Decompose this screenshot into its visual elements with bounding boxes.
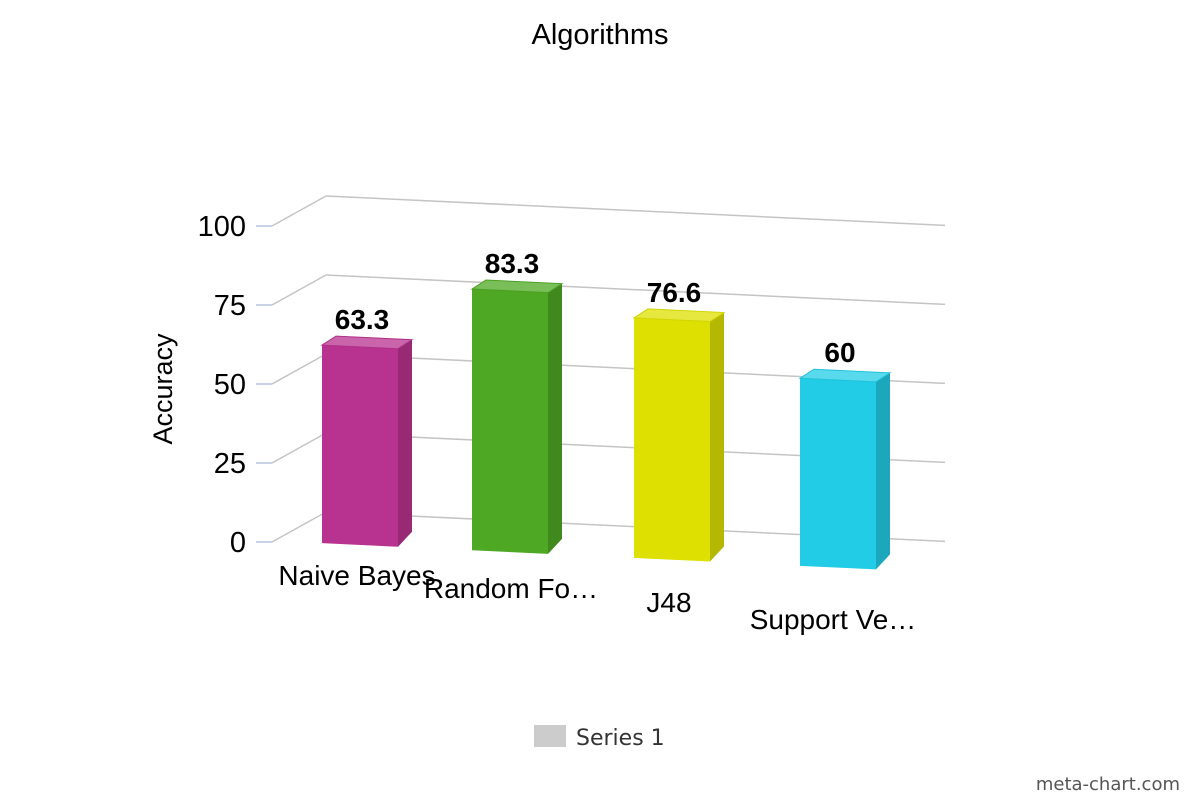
gridline-diagonal — [271, 353, 327, 385]
bar-side — [398, 339, 412, 547]
bar-top — [800, 369, 890, 382]
bar-top — [634, 308, 724, 322]
grid-layer — [256, 195, 946, 543]
chart-title: Algorithms — [532, 19, 669, 51]
y-tick-label: 75 — [214, 290, 246, 322]
legend[interactable]: Series 1 — [534, 725, 665, 751]
legend-swatch — [534, 725, 566, 747]
bar-side — [710, 312, 724, 562]
bar[interactable] — [320, 335, 414, 547]
bar[interactable] — [798, 368, 892, 570]
bar-top-edge — [470, 279, 564, 294]
x-category-label: Support Ve… — [750, 604, 917, 635]
y-tick-label: 0 — [230, 527, 246, 559]
bar-side — [548, 283, 562, 554]
data-label: 63.3 — [335, 304, 390, 335]
gridline — [325, 195, 946, 227]
gridline-diagonal — [271, 432, 327, 464]
bar-front — [800, 378, 876, 570]
bars-layer — [320, 279, 892, 570]
bar-front — [472, 289, 548, 554]
data-label: 83.3 — [485, 248, 540, 279]
y-axis-label: Accuracy — [148, 333, 178, 445]
bar-top — [322, 336, 412, 349]
gridline-diagonal — [271, 195, 327, 227]
bar-front — [634, 317, 710, 562]
bar-top-edge — [798, 368, 892, 383]
y-tick-label: 50 — [214, 369, 246, 401]
bar[interactable] — [632, 308, 726, 562]
data-label: 60 — [824, 337, 855, 368]
x-category-label: Naive Bayes — [278, 560, 435, 591]
x-category-label: Random Fo… — [424, 573, 598, 604]
bar[interactable] — [470, 279, 564, 554]
x-category-label: J48 — [646, 587, 691, 618]
y-tick-label: 100 — [198, 211, 246, 243]
bar-top-edge — [320, 335, 414, 350]
data-label: 76.6 — [647, 277, 702, 308]
y-tick-label: 25 — [214, 448, 246, 480]
bar-top-edge — [632, 308, 726, 323]
bar-front — [322, 345, 398, 547]
labels-layer: 0 25 50 75 100 63.3 83.3 76.6 60 Naive BayesRando… — [198, 211, 917, 635]
gridline-diagonal — [271, 511, 327, 543]
gridline-diagonal — [271, 274, 327, 306]
bar-top — [472, 280, 562, 293]
gridline — [325, 274, 946, 306]
bar-side — [876, 372, 890, 570]
legend-series-label: Series 1 — [576, 726, 665, 751]
watermark-text: meta-chart.com — [1036, 774, 1180, 795]
